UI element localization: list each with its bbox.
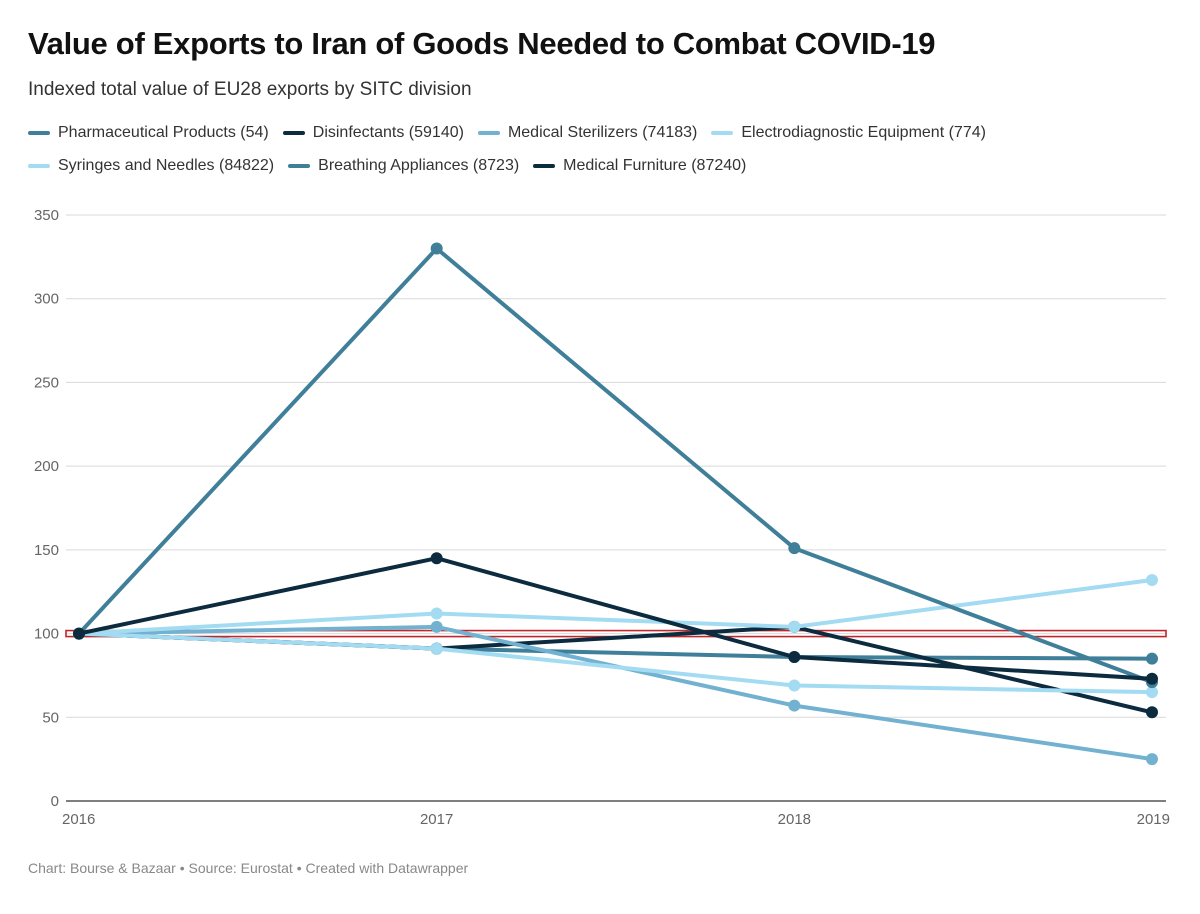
y-tick-label: 200 [34,458,59,475]
legend-swatch [28,131,50,135]
footer-separator: • [296,860,302,876]
y-tick-label: 100 [34,626,59,643]
legend-item-medical-sterilizers: Medical Sterilizers (74183) [477,124,698,142]
y-tick-label: 300 [34,291,59,308]
legend-label: Syringes and Needles (84822) [58,157,275,174]
series-line [77,556,1154,681]
data-point [1146,652,1158,665]
y-tick-label: 250 [34,374,59,391]
data-point [430,642,443,655]
legend-swatch [477,131,500,135]
legend-swatch [282,131,305,135]
legend-item-medical-furniture: Medical Furniture (87240) [533,157,746,175]
chart-footer: Chart: Bourse & Bazaar • Source: Eurosta… [28,860,468,876]
legend-row-2: Syringes and Needles (84822) Breathing A… [28,153,1178,179]
legend-label: Pharmaceutical Products (54) [58,124,269,141]
footer-chart-credit: Chart: Bourse & Bazaar [28,860,176,876]
series-6 [73,552,1158,685]
data-point [788,620,801,633]
data-point [788,651,801,664]
legend-item-pharmaceutical-products: Pharmaceutical Products (54) [28,124,269,142]
footer-source: Source: Eurostat [188,860,293,876]
series-line [77,624,1154,762]
x-axis-ticks: 2016 2017 2018 2019 [62,811,1170,828]
y-tick-label: 50 [42,709,59,726]
series-5 [73,242,1158,689]
x-tick-label: 2017 [420,811,453,828]
y-tick-label: 0 [51,793,59,810]
series-line [77,246,1154,685]
chart-title: Value of Exports to Iran of Goods Needed… [28,26,936,61]
series-layer [73,242,1158,766]
data-point [788,679,801,692]
data-point [788,699,801,712]
x-tick-label: 2019 [1137,811,1170,828]
chart-subtitle: Indexed total value of EU28 exports by S… [28,79,472,100]
footer-created-with: Created with Datawrapper [305,860,469,876]
legend-item-syringes-and-needles: Syringes and Needles (84822) [28,157,274,175]
legend-swatch [28,164,50,168]
line-chart: 0 50 100 150 200 250 300 350 2016 2017 2018 2019 [34,207,1170,828]
data-point [430,552,443,565]
legend-swatch [288,164,311,168]
legend-row-1: Pharmaceutical Products (54) Disinfectan… [28,120,1178,146]
series-2 [73,620,1158,766]
y-axis-ticks: 0 50 100 150 200 250 300 350 [34,207,59,810]
legend-item-electrodiagnostic-equipment: Electrodiagnostic Equipment (774) [711,124,986,142]
legend-item-breathing-appliances: Breathing Appliances (8723) [288,157,519,175]
data-point [1146,706,1158,719]
series-line [77,578,1154,636]
y-tick-label: 350 [34,207,59,224]
legend-item-disinfectants: Disinfectants (59140) [282,124,464,142]
data-point [1146,753,1158,766]
legend: Pharmaceutical Products (54) Disinfectan… [28,120,1178,186]
footer-separator: • [179,860,185,876]
y-tick-label: 150 [34,542,59,559]
series-line [77,631,1154,695]
legend-label: Breathing Appliances (8723) [318,157,520,174]
x-tick-label: 2018 [778,811,811,828]
data-point [73,627,85,640]
legend-label: Medical Sterilizers (74183) [507,124,698,141]
data-point [430,607,443,620]
data-point [1146,686,1158,699]
gridlines [66,214,1166,802]
legend-label: Disinfectants (59140) [312,124,464,141]
legend-swatch [533,164,556,168]
data-point [430,242,443,255]
legend-swatch [711,131,734,135]
data-point [1146,573,1158,586]
legend-label: Medical Furniture (87240) [563,157,747,174]
data-point [788,542,801,555]
data-point [1146,672,1158,685]
x-tick-label: 2016 [62,811,95,828]
data-point [430,620,443,633]
legend-label: Electrodiagnostic Equipment (774) [741,124,986,141]
